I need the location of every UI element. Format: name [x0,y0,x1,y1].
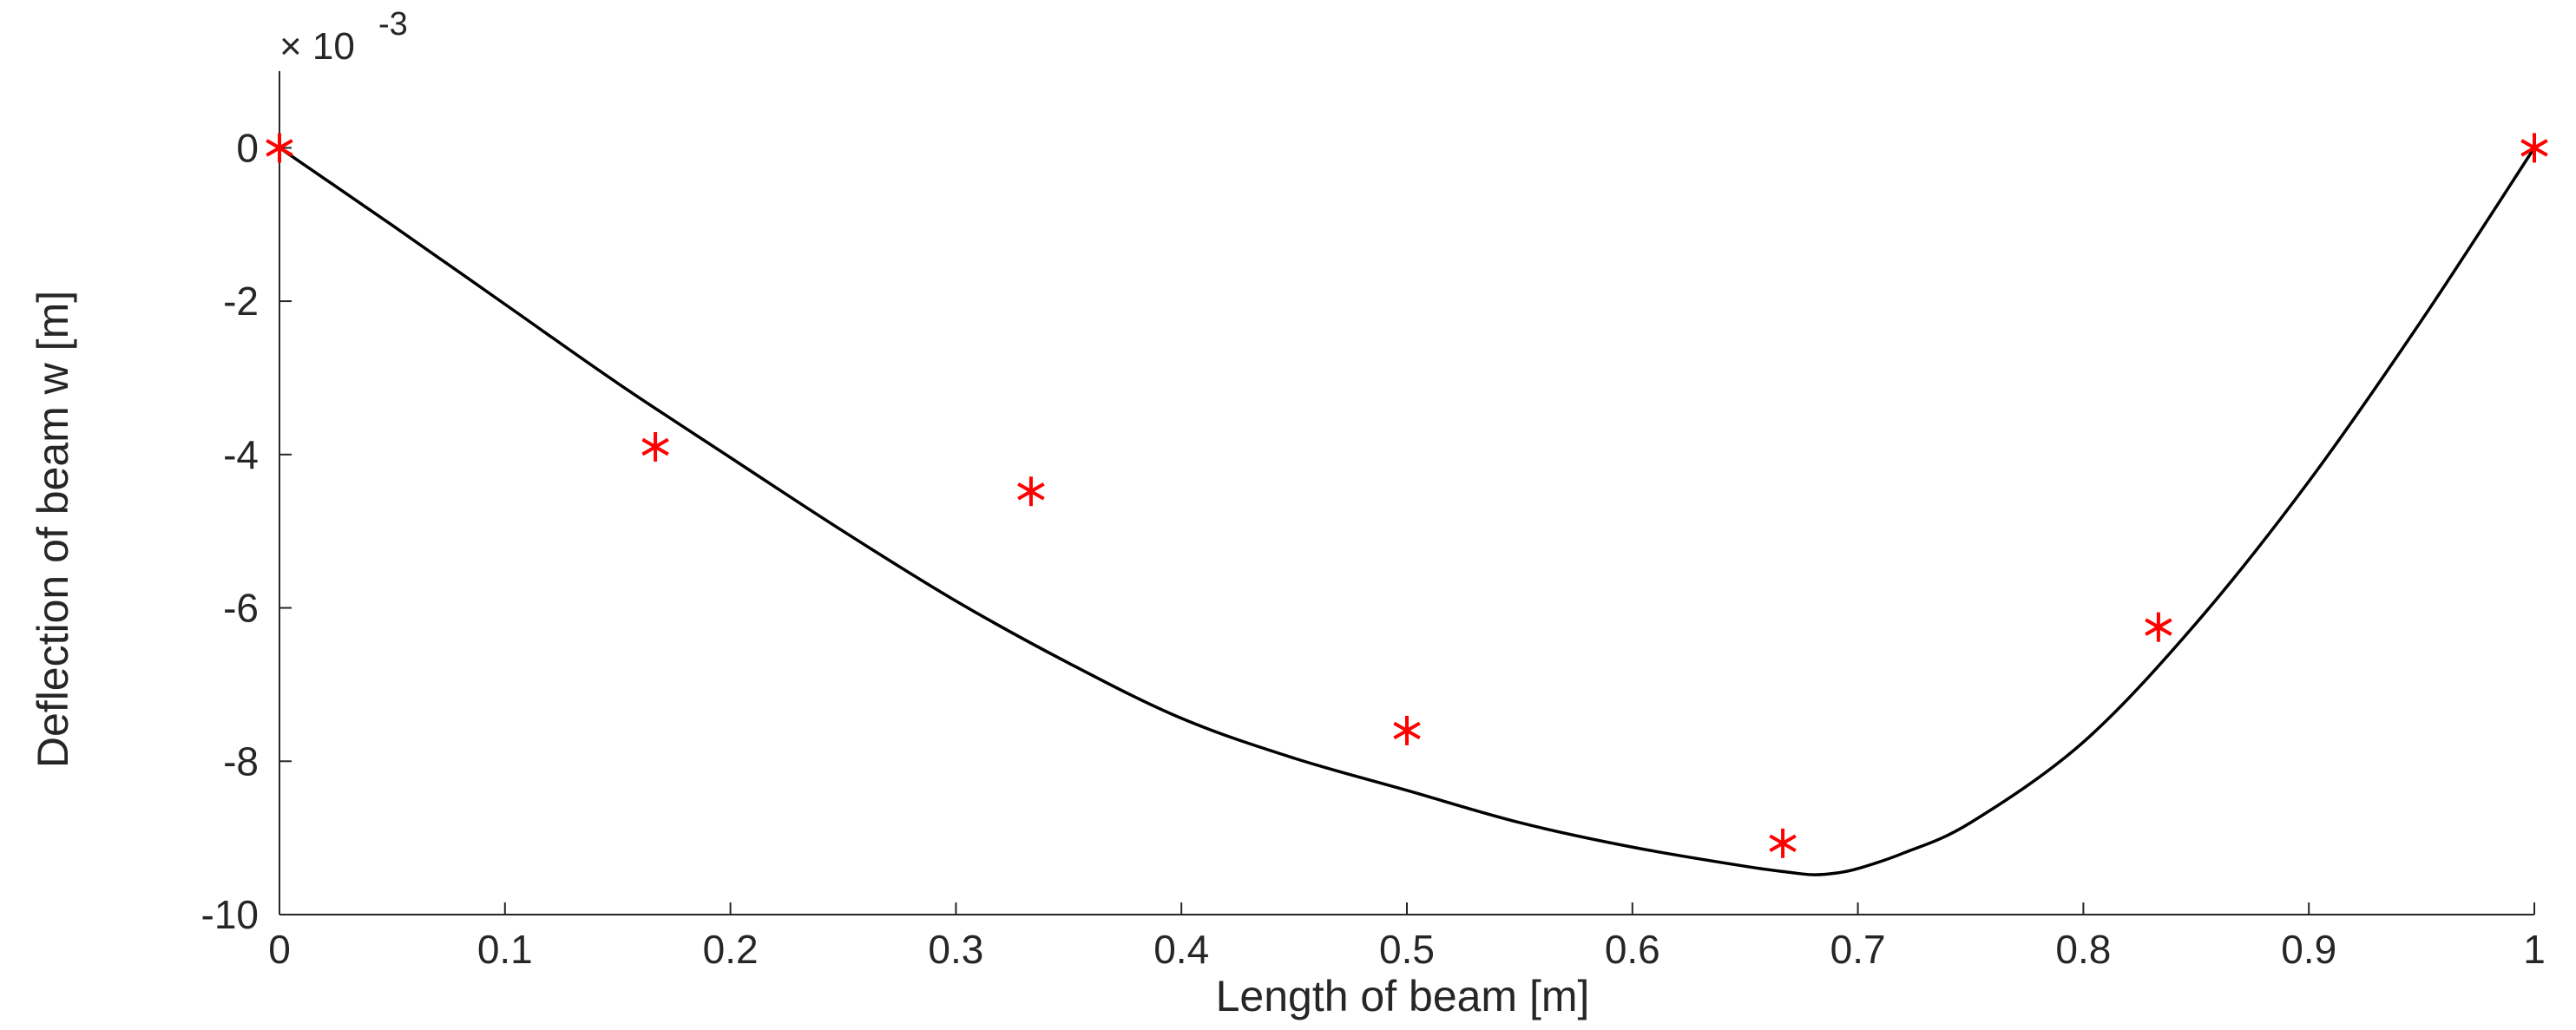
marker-stroke [1769,834,1797,853]
y-axis-multiplier-base: × 10 [279,25,355,68]
y-tick-label: -2 [223,279,259,324]
x-tick-label: 0.6 [1605,927,1660,972]
marker-stroke [641,437,669,456]
marker-stroke [266,139,293,157]
y-tick-label: -10 [201,892,259,937]
x-tick-label: 0.1 [477,927,533,972]
data-point-marker [1393,715,1421,745]
x-tick-label: 1 [2523,927,2546,972]
deflection-curve [278,146,2536,876]
y-axis-title: Deflection of beam w [m] [29,291,77,768]
data-point-marker [2520,133,2548,163]
y-tick-label: 0 [236,125,259,170]
x-tick-label: 0.4 [1153,927,1209,972]
y-tick-label: -8 [223,738,259,784]
plot-series [266,133,2548,876]
x-tick-label: 0.2 [703,927,759,972]
data-point-marker [641,431,669,462]
x-axis-title: Length of beam [m] [1216,972,1590,1020]
data-point-marker [266,133,293,163]
marker-stroke [1017,482,1045,501]
x-tick-label: 0.7 [1830,927,1886,972]
y-tick-label: -4 [223,432,259,477]
x-tick-label: 0.8 [2055,927,2111,972]
y-tick-label: -6 [223,586,259,631]
data-point-marker [1769,828,1797,858]
marker-stroke [2145,618,2172,636]
axis-labels: Length of beam [m] Deflection of beam w … [29,6,1589,1020]
axes: 0 0.1 0.2 0.3 0.4 0.5 0.6 0.7 0.8 0.9 1 0 -2 -4 -6 -8 -1… [201,71,2546,972]
marker-stroke [2520,139,2548,157]
y-axis-multiplier-exponent: -3 [378,6,408,43]
x-tick-label: 0.9 [2281,927,2336,972]
x-tick-label: 0.5 [1379,927,1435,972]
x-tick-label: 0.3 [928,927,983,972]
y-axis-multiplier: × 10 -3 [279,6,408,68]
x-tick-label: 0 [268,927,291,972]
marker-stroke [1393,721,1421,740]
data-point-marker [2145,612,2172,642]
data-point-marker [1017,476,1045,507]
